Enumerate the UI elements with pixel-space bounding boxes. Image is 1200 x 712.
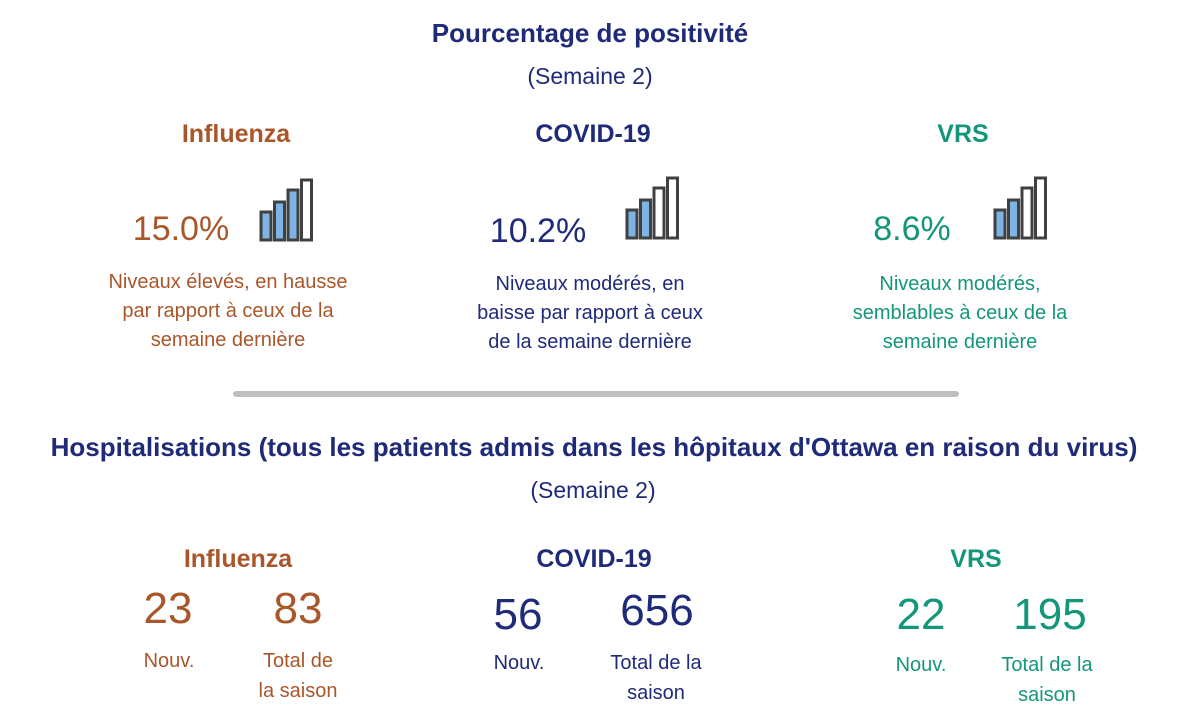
hospitalizations-week: (Semaine 2) xyxy=(530,477,656,503)
bar-trend-icon xyxy=(625,176,679,240)
label-line: saison xyxy=(1018,684,1076,706)
description-line: baisse par rapport à ceux xyxy=(477,302,703,324)
description-line: Niveaux modérés, en xyxy=(495,273,685,295)
description-line: semblables à ceux de la xyxy=(852,302,1068,324)
positivity-title: Pourcentage de positivité xyxy=(431,18,749,48)
trend-bar xyxy=(652,186,666,240)
positivity-covid-name: COVID-19 xyxy=(535,120,651,148)
positivity-vrs-name: VRS xyxy=(937,120,989,148)
positivity-week: (Semaine 2) xyxy=(527,63,653,89)
positivity-covid-description: Niveaux modérés, en baisse par rapport à… xyxy=(477,270,703,357)
label-line: la saison xyxy=(258,680,338,702)
trend-bar xyxy=(666,176,679,240)
hosp-vrs-season-label: Total de la saison xyxy=(1001,650,1092,710)
positivity-covid-value: 10.2% xyxy=(489,212,587,250)
hosp-covid-season-label: Total de la saison xyxy=(610,648,701,708)
trend-bar xyxy=(639,198,652,240)
trend-bar xyxy=(1020,186,1034,240)
positivity-vrs-description: Niveaux modérés, semblables à ceux de la… xyxy=(853,270,1068,357)
positivity-influenza-value: 15.0% xyxy=(132,210,230,248)
trend-bar xyxy=(993,208,1007,240)
trend-bar xyxy=(259,210,273,242)
hosp-vrs-season-value: 195 xyxy=(1013,590,1087,639)
hosp-influenza-new-value: 23 xyxy=(143,584,193,633)
section-divider xyxy=(233,391,959,397)
hosp-covid-new-label: Nouv. xyxy=(493,652,545,674)
hosp-covid-new-value: 56 xyxy=(493,590,543,639)
label-line: Total de la xyxy=(1001,654,1093,676)
description-line: Niveaux élevés, en hausse xyxy=(108,271,348,293)
hosp-influenza-new-label: Nouv. xyxy=(143,650,195,672)
hospitalizations-title: Hospitalisations (tous les patients admi… xyxy=(50,432,1138,462)
positivity-vrs-value: 8.6% xyxy=(873,210,951,248)
trend-bar xyxy=(1007,198,1020,240)
hosp-influenza-season-value: 83 xyxy=(273,584,323,633)
positivity-influenza-description: Niveaux élevés, en hausse par rapport à … xyxy=(108,268,347,355)
hosp-vrs-new-value: 22 xyxy=(896,590,946,639)
label-line: Total de xyxy=(262,650,334,672)
hosp-influenza-season-label: Total de la saison xyxy=(259,646,338,706)
trend-bar xyxy=(1034,176,1047,240)
description-line: semaine dernière xyxy=(882,331,1038,353)
trend-bar xyxy=(625,208,639,240)
description-line: semaine dernière xyxy=(150,329,306,351)
hosp-covid-season-value: 656 xyxy=(620,586,694,635)
positivity-influenza-name: Influenza xyxy=(181,120,291,148)
hosp-influenza-name: Influenza xyxy=(183,545,293,573)
description-line: Niveaux modérés, xyxy=(879,273,1041,295)
label-line: Total de la xyxy=(610,652,702,674)
trend-bar xyxy=(300,178,313,242)
trend-bar xyxy=(286,188,300,242)
bar-trend-icon xyxy=(993,176,1047,240)
hosp-vrs-new-label: Nouv. xyxy=(895,654,947,676)
label-line: saison xyxy=(627,682,685,704)
hosp-covid-name: COVID-19 xyxy=(536,545,652,573)
description-line: de la semaine dernière xyxy=(488,331,692,353)
bar-trend-icon xyxy=(259,178,313,242)
description-line: par rapport à ceux de la xyxy=(122,300,334,322)
hosp-vrs-name: VRS xyxy=(950,545,1002,573)
trend-bar xyxy=(273,200,286,242)
